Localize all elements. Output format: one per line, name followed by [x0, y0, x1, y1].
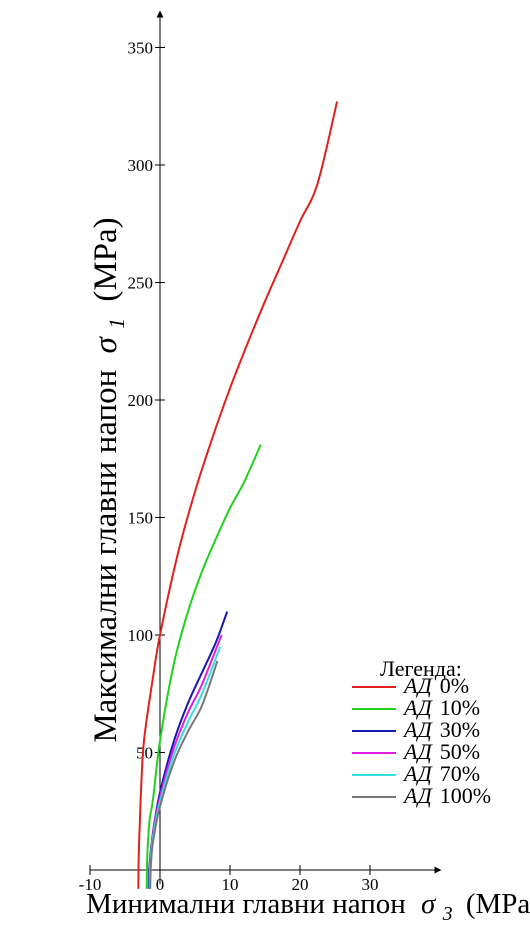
- x-tick-label: 10: [222, 875, 239, 894]
- legend-entry-prefix: АД: [402, 739, 433, 764]
- series-line-100pct: [149, 660, 219, 889]
- y-axis-label-prefix: Максимални главни напон: [88, 370, 124, 743]
- series-lines: [137, 101, 339, 889]
- x-tick-label: 20: [292, 875, 309, 894]
- legend-entry-prefix: АД: [402, 761, 433, 786]
- y-axis-label-symbol: σ: [88, 335, 124, 353]
- legend-entry-prefix: АД: [402, 717, 433, 742]
- legend-title: Легенда:: [380, 656, 462, 681]
- x-axis-label: Минимални главни напон σ 3 (MPa): [86, 888, 530, 925]
- x-tick-label: -10: [79, 875, 102, 894]
- legend-entry: АД 100%: [402, 783, 491, 808]
- x-axis-label-sub: 3: [442, 903, 453, 925]
- y-axis-label: Максимални главни напон σ 1 (MPa): [88, 217, 132, 742]
- x-axis-label-prefix: Минимални главни напон: [86, 888, 406, 920]
- legend-entry-prefix: АД: [402, 673, 433, 698]
- x-axis-label-symbol: σ: [421, 888, 437, 920]
- legend-entry-label: 50%: [440, 739, 480, 764]
- y-tick-label: 350: [128, 39, 154, 58]
- y-tick-label: 250: [128, 274, 154, 293]
- y-axis-label-sub: 1: [104, 318, 129, 329]
- legend-entry: АД 10%: [402, 695, 480, 720]
- legend-entry: АД 50%: [402, 739, 480, 764]
- legend-entry-label: 0%: [440, 673, 469, 698]
- series-line-0pct: [137, 101, 339, 889]
- legend-entry-prefix: АД: [402, 783, 433, 808]
- y-tick-label: 300: [128, 156, 154, 175]
- legend-items: АД 0% АД 10% АД 30% АД 50% АД 70% АД 100%: [352, 673, 491, 808]
- legend-entry-prefix: АД: [402, 695, 433, 720]
- y-tick-label: 100: [128, 626, 154, 645]
- series-line-10pct: [145, 444, 262, 889]
- y-tick-label: 200: [128, 391, 154, 410]
- y-axis-label-unit: (MPa): [88, 217, 124, 301]
- x-axis-label-unit: (MPa): [466, 888, 530, 920]
- legend-entry-label: 10%: [440, 695, 480, 720]
- y-tick-label: 50: [136, 744, 153, 763]
- legend-entry-label: 70%: [440, 761, 480, 786]
- legend-entry: АД 70%: [402, 761, 480, 786]
- legend-entry: АД 0%: [402, 673, 469, 698]
- legend: Легенда: АД 0% АД 10% АД 30% АД 50% АД 70% АД 100%: [352, 656, 491, 808]
- legend-entry-label: 30%: [440, 717, 480, 742]
- legend-entry: АД 30%: [402, 717, 480, 742]
- legend-entry-label: 100%: [440, 783, 491, 808]
- y-tick-label: 150: [128, 509, 154, 528]
- x-tick-label: 30: [362, 875, 379, 894]
- x-tick-label: 0: [156, 875, 165, 894]
- axis-ticks: -10 0 10 20 30 50 100 150 200 250 300 350: [79, 39, 379, 895]
